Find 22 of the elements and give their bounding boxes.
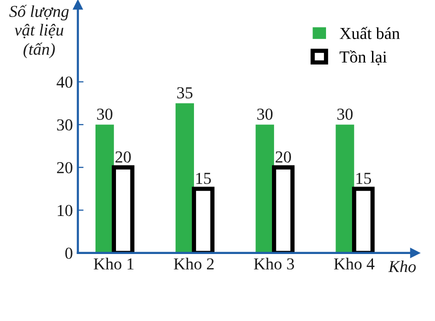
y-tick-label: 20: [57, 162, 72, 174]
legend-label: Tồn lại: [340, 50, 387, 66]
data-label: 20: [116, 151, 131, 163]
data-label: 30: [257, 108, 273, 120]
data-label: 15: [196, 172, 211, 184]
data-label: 30: [97, 108, 112, 120]
data-label: 15: [356, 172, 372, 184]
x-tick-label: Kho 3: [254, 258, 294, 270]
data-label: 35: [177, 87, 192, 98]
y-tick-label: 0: [65, 248, 72, 259]
y-axis-title: Số lượng vật liệu (tấn): [9, 4, 69, 58]
data-label: 30: [337, 108, 353, 120]
x-axis-title: Kho: [388, 260, 416, 272]
data-label: 20: [276, 151, 291, 163]
y-tick-label: 10: [58, 204, 72, 216]
x-tick-label: Kho 2: [174, 258, 214, 270]
y-tick-label: 30: [57, 119, 72, 131]
x-tick-label: Kho 4: [334, 258, 374, 270]
y-tick-label: 40: [56, 76, 72, 88]
bar: [176, 103, 194, 253]
legend-label: Xuất bán: [340, 26, 400, 40]
x-tick-label: Kho 1: [94, 258, 134, 270]
